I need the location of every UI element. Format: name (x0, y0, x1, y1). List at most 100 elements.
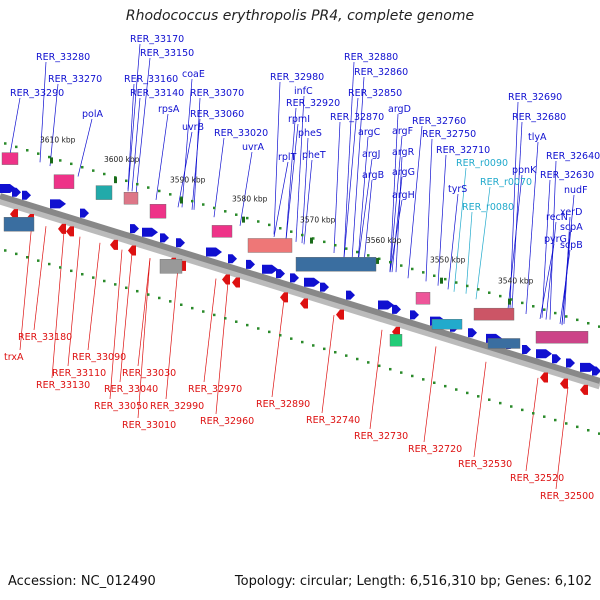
scale-dot (37, 152, 40, 155)
gene-label-top: RER_r0090 (456, 158, 508, 169)
label-leader-line (67, 236, 81, 367)
gene-label-top: rplT (278, 152, 297, 163)
scale-dot (411, 374, 414, 378)
gene-label-top: RER_33270 (48, 74, 102, 85)
reverse-gene-arrow (336, 309, 344, 320)
gene-label-top: RER_32680 (512, 112, 566, 123)
gene-label-top: rpmI (288, 114, 310, 125)
scale-dot (235, 213, 238, 216)
scale-dot (400, 264, 403, 267)
scale-dot (147, 293, 150, 296)
scale-dot (312, 237, 315, 240)
gene-label-top: RER_33150 (140, 48, 194, 59)
scale-dot (279, 227, 282, 230)
gene-label-top: argG (392, 167, 415, 178)
gene-block (535, 331, 589, 344)
label-leader-line (357, 158, 373, 263)
gene-label-bottom: RER_32500 (540, 491, 594, 502)
scale-dot (202, 310, 205, 313)
label-leader-line (215, 282, 229, 415)
gene-label-bottom: RER_32740 (306, 415, 360, 426)
gene-label-bottom: RER_33050 (94, 401, 148, 412)
forward-gene-arrow (22, 190, 31, 200)
tick-mark (180, 197, 183, 204)
scale-dot (378, 257, 381, 261)
label-leader-line (545, 221, 557, 320)
gene-label-bottom: RER_33180 (18, 332, 72, 343)
label-leader-line (273, 161, 289, 238)
label-leader-line (119, 252, 133, 383)
scale-dot (15, 252, 18, 256)
backbone-shadow (0, 195, 600, 390)
scale-dot (543, 415, 546, 418)
gene-label-top: uvrB (182, 122, 204, 133)
scale-dot (444, 384, 447, 388)
scale-dot (191, 199, 194, 203)
scale-dot (510, 298, 513, 301)
scale-dot (246, 216, 249, 220)
scale-dot (59, 266, 62, 269)
forward-gene-arrow (410, 310, 419, 320)
scale-dot (59, 159, 62, 162)
scale-dot (565, 315, 568, 318)
label-leader-line (137, 258, 151, 419)
gene-label-top: RER_32850 (348, 88, 402, 99)
label-leader-line (127, 83, 135, 190)
label-leader-line (389, 135, 403, 273)
forward-gene-arrow (592, 366, 600, 376)
scale-dot (92, 276, 95, 279)
scale-dot (554, 418, 557, 422)
scale-dot (103, 279, 106, 283)
tick-mark (508, 298, 511, 305)
label-leader-line (285, 123, 299, 241)
scale-dot (136, 182, 139, 186)
label-leader-line (127, 43, 141, 192)
label-leader-line (475, 186, 491, 300)
forward-gene-arrow (392, 304, 401, 314)
forward-gene-arrow (160, 233, 169, 243)
label-leader-line (39, 61, 47, 163)
label-leader-line (549, 160, 557, 320)
gene-label-top: RER_33170 (130, 34, 184, 45)
reverse-gene-arrow (66, 226, 74, 237)
gene-label-top: coaE (182, 69, 205, 80)
scale-dot (202, 203, 205, 206)
scale-dot (356, 357, 359, 361)
label-leader-line (177, 131, 193, 208)
gene-block (1, 152, 19, 165)
label-leader-line (87, 242, 101, 351)
label-leader-line (19, 221, 33, 351)
gene-label-top: RER_r0080 (462, 202, 514, 213)
label-leader-line (135, 57, 151, 195)
gene-label-top: infC (294, 86, 313, 97)
gene-label-top: RER_33020 (214, 128, 268, 139)
scale-dot (114, 283, 117, 286)
forward-gene-arrow (552, 354, 561, 364)
gene-label-top: RER_33070 (190, 88, 244, 99)
gene-label-top: RER_32630 (540, 170, 594, 181)
scale-dot (389, 260, 392, 264)
accession-text: Accession: NC_012490 (8, 574, 156, 589)
scale-dot (587, 321, 590, 325)
scale-dot (301, 340, 304, 344)
gene-block (159, 259, 183, 274)
forward-gene-arrow (522, 344, 531, 354)
forward-gene-arrow (130, 224, 139, 234)
gene-label-bottom: RER_32720 (408, 444, 462, 455)
label-leader-line (343, 97, 359, 259)
tick-label: 3540 kbp (498, 277, 534, 286)
gene-label-top: scpA (560, 222, 583, 233)
gene-label-bottom: RER_32530 (458, 459, 512, 470)
genome-backbone (0, 193, 600, 384)
label-leader-line (369, 329, 383, 430)
reverse-gene-arrow (540, 372, 548, 383)
tick-label: 3570 kbp (300, 216, 336, 225)
reverse-gene-arrow (222, 274, 230, 285)
forward-gene-arrow (276, 269, 285, 279)
scale-dot (70, 269, 73, 273)
scale-dot (510, 405, 513, 408)
gene-label-top: argB (362, 170, 384, 181)
scale-dot (268, 223, 271, 227)
scale-dot (224, 210, 227, 213)
reverse-gene-arrow (580, 384, 588, 395)
